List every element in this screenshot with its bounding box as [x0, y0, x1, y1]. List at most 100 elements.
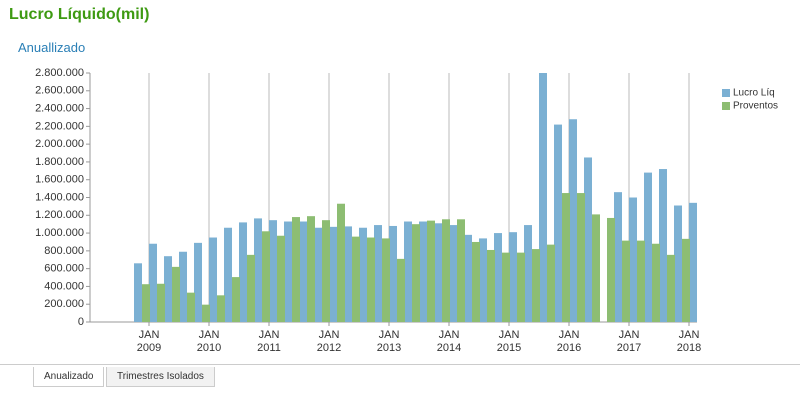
bar — [359, 227, 367, 322]
bar — [629, 197, 637, 322]
bar — [524, 225, 532, 322]
bar — [299, 221, 307, 322]
bar — [502, 252, 510, 322]
bar — [247, 254, 255, 322]
x-tick-label: JAN 2017 — [616, 329, 642, 354]
x-tick-label: JAN 2009 — [136, 329, 162, 354]
bar — [262, 231, 270, 322]
bar — [509, 232, 517, 322]
y-tick-label: 1.400.000 — [35, 191, 84, 203]
x-tick-label: JAN 2018 — [676, 329, 702, 354]
bar — [667, 254, 675, 322]
chart: 0 200.000 400.000 600.000 800.000 1.000.000 1.… — [35, 67, 778, 328]
legend-label: Lucro Líq — [733, 88, 775, 99]
tab[interactable]: Trimestres Isolados — [106, 367, 215, 387]
y-tick-label: 2.400.000 — [35, 102, 84, 114]
bar — [142, 284, 150, 322]
bar — [442, 219, 450, 322]
legend-label: Proventos — [733, 101, 778, 112]
y-tick-label: 800.000 — [44, 245, 84, 257]
y-tick-label: 600.000 — [44, 263, 84, 275]
bar — [382, 238, 390, 322]
bar — [239, 222, 247, 322]
bar — [479, 238, 487, 322]
bar — [434, 223, 442, 322]
bar — [517, 252, 525, 322]
bar — [637, 240, 645, 322]
x-tick-label: JAN 2014 — [436, 329, 462, 354]
bar — [284, 221, 292, 322]
bar — [577, 193, 585, 322]
bar — [427, 220, 435, 322]
bar — [569, 119, 577, 322]
bar — [682, 238, 690, 322]
bar — [644, 172, 652, 322]
bar — [224, 227, 232, 322]
bar — [367, 237, 375, 322]
legend-swatch — [722, 102, 730, 110]
x-tick-label: JAN 2015 — [496, 329, 522, 354]
bar — [547, 244, 555, 322]
chart-title: Lucro Líquido(mil) — [9, 6, 150, 23]
tab[interactable]: Anualizado — [33, 367, 105, 387]
bar — [179, 251, 187, 322]
bar — [614, 192, 622, 322]
bar — [202, 304, 210, 322]
x-tick-label: JAN 2011 — [257, 329, 281, 354]
x-tick-label: JAN 2010 — [196, 329, 222, 354]
legend-swatch — [722, 89, 730, 97]
bar — [412, 224, 420, 322]
bar — [329, 226, 337, 322]
bar — [217, 295, 225, 322]
bar — [689, 202, 697, 322]
y-tick-label: 200.000 — [44, 298, 84, 310]
bar — [397, 258, 405, 322]
bar — [209, 237, 217, 322]
y-tick-label: 1.800.000 — [35, 156, 84, 168]
bar — [539, 73, 547, 322]
x-tick-label: JAN 2013 — [376, 329, 402, 354]
bar — [157, 283, 165, 322]
y-tick-label: 1.600.000 — [35, 174, 84, 186]
bar — [659, 169, 667, 322]
bar — [322, 220, 330, 322]
chart-subtitle: Anuallizado — [18, 40, 86, 55]
bar — [292, 217, 300, 322]
y-tick-label: 2.200.000 — [35, 120, 84, 132]
bar — [172, 266, 180, 322]
bar — [337, 203, 345, 322]
bar — [607, 217, 615, 322]
bar — [307, 216, 315, 322]
bar — [464, 234, 472, 322]
bar — [652, 243, 660, 322]
bar — [374, 225, 382, 322]
y-tick-label: 1.000.000 — [35, 227, 84, 239]
bar — [554, 124, 562, 322]
bar — [449, 225, 457, 322]
bar — [352, 236, 360, 322]
tab-bar: Anualizado Trimestres Isolados — [0, 364, 800, 387]
bar — [419, 221, 427, 322]
bar — [134, 263, 142, 322]
bar — [562, 193, 570, 322]
bar — [389, 225, 397, 322]
x-tick-label: JAN 2016 — [556, 329, 582, 354]
bar — [277, 235, 285, 322]
bar — [487, 249, 495, 322]
y-tick-label: 400.000 — [44, 280, 84, 292]
bar — [404, 221, 412, 322]
bar — [532, 249, 540, 322]
y-tick-label: 2.000.000 — [35, 138, 84, 150]
bar — [494, 233, 502, 322]
y-tick-label: 2.800.000 — [35, 67, 84, 79]
bar — [194, 242, 202, 322]
bar — [254, 218, 262, 322]
bar — [269, 220, 277, 322]
bar — [164, 256, 172, 322]
bar — [622, 240, 630, 322]
y-tick-label: 1.200.000 — [35, 209, 84, 221]
bar — [187, 292, 195, 322]
bar — [584, 157, 592, 322]
bar — [592, 214, 600, 322]
